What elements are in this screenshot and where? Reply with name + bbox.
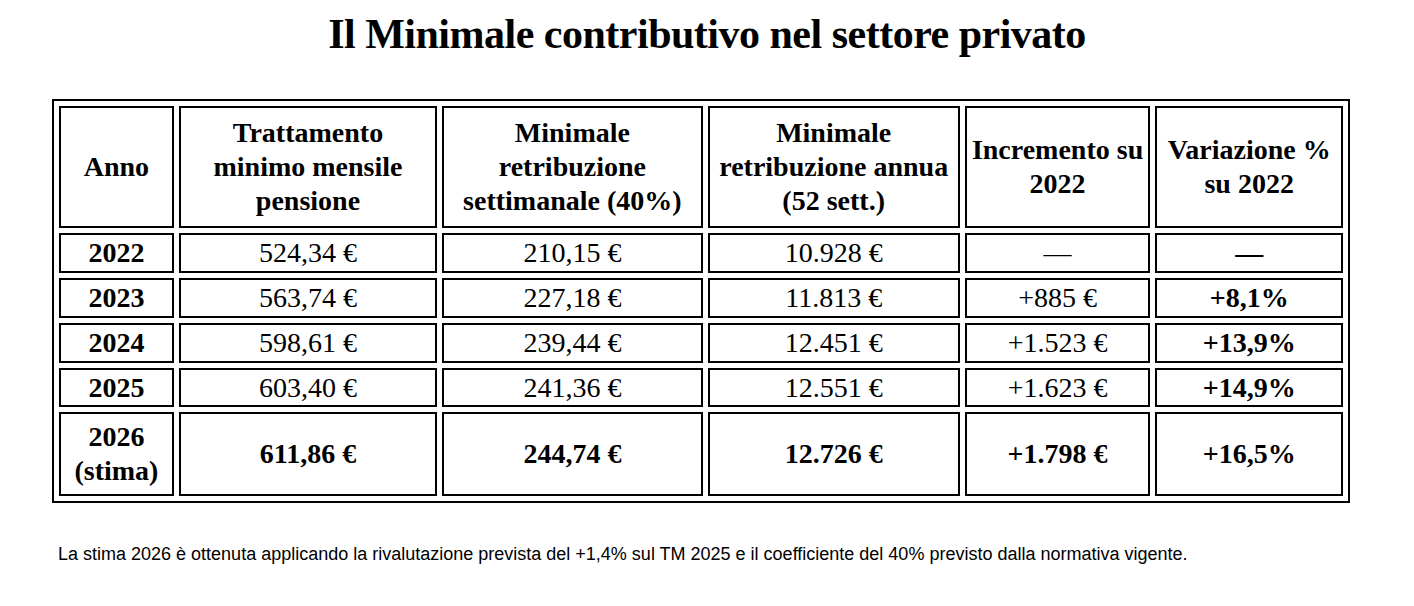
cell-min-annua: 12.551 € (708, 368, 960, 408)
cell-year: 2022 (59, 233, 174, 273)
table-row-2026-stima: 2026 (stima) 611,86 € 244,74 € 12.726 € … (59, 412, 1343, 496)
cell-min-settimanale: 239,44 € (442, 323, 702, 363)
cell-min-settimanale: 241,36 € (442, 368, 702, 408)
table-header-row: Anno Trattamento minimo mensile pensione… (59, 106, 1343, 228)
cell-year: 2023 (59, 278, 174, 318)
footnote: La stima 2026 è ottenuta applicando la r… (58, 540, 1288, 569)
cell-min-annua: 12.451 € (708, 323, 960, 363)
table-row-2022: 2022 524,34 € 210,15 € 10.928 € — — (59, 233, 1343, 273)
cell-tm-mensile: 603,40 € (179, 368, 437, 408)
cell-variazione: +14,9% (1155, 368, 1343, 408)
cell-incremento: +1.523 € (965, 323, 1151, 363)
cell-min-annua: 12.726 € (708, 412, 960, 496)
cell-tm-mensile: 598,61 € (179, 323, 437, 363)
table-row-2024: 2024 598,61 € 239,44 € 12.451 € +1.523 €… (59, 323, 1343, 363)
cell-min-annua: 11.813 € (708, 278, 960, 318)
column-header-minimale-annua: Minimale retribuzione annua (52 sett.) (708, 106, 960, 228)
cell-incremento: +1.798 € (965, 412, 1151, 496)
cell-incremento: +885 € (965, 278, 1151, 318)
table-row-2025: 2025 603,40 € 241,36 € 12.551 € +1.623 €… (59, 368, 1343, 408)
cell-min-settimanale: 210,15 € (442, 233, 702, 273)
cell-incremento: — (965, 233, 1151, 273)
cell-variazione: +13,9% (1155, 323, 1343, 363)
cell-min-settimanale: 227,18 € (442, 278, 702, 318)
contributory-minimum-table: Anno Trattamento minimo mensile pensione… (52, 99, 1350, 503)
column-header-anno: Anno (59, 106, 174, 228)
cell-variazione: +16,5% (1155, 412, 1343, 496)
cell-tm-mensile: 611,86 € (179, 412, 437, 496)
column-header-minimale-settimanale: Minimale retribuzione settimanale (40%) (442, 106, 702, 228)
cell-variazione: +8,1% (1155, 278, 1343, 318)
table-row-2023: 2023 563,74 € 227,18 € 11.813 € +885 € +… (59, 278, 1343, 318)
cell-year: 2024 (59, 323, 174, 363)
cell-year: 2026 (stima) (59, 412, 174, 496)
cell-min-settimanale: 244,74 € (442, 412, 702, 496)
cell-tm-mensile: 563,74 € (179, 278, 437, 318)
cell-variazione: — (1155, 233, 1343, 273)
cell-tm-mensile: 524,34 € (179, 233, 437, 273)
column-header-variazione: Variazione % su 2022 (1155, 106, 1343, 228)
column-header-incremento: Incremento su 2022 (965, 106, 1151, 228)
column-header-trattamento-minimo: Trattamento minimo mensile pensione (179, 106, 437, 228)
cell-year: 2025 (59, 368, 174, 408)
page-title: Il Minimale contributivo nel settore pri… (0, 10, 1414, 58)
document-page: Il Minimale contributivo nel settore pri… (0, 0, 1414, 606)
cell-min-annua: 10.928 € (708, 233, 960, 273)
cell-incremento: +1.623 € (965, 368, 1151, 408)
